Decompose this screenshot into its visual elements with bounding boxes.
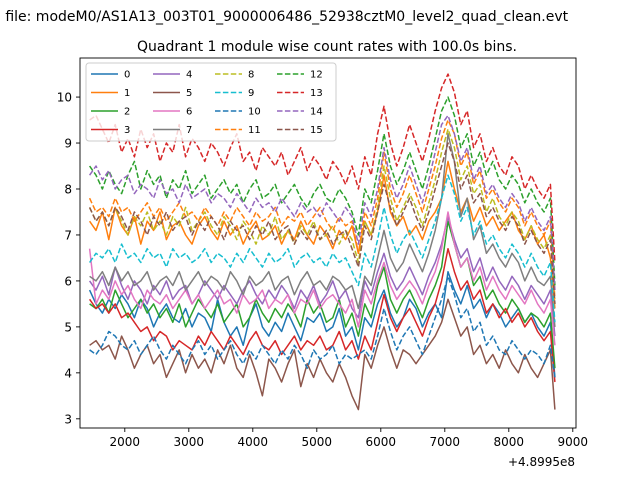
y-tick-label: 3 <box>64 412 72 426</box>
series-line-2 <box>89 220 556 369</box>
y-tick-label: 10 <box>57 91 72 105</box>
series-line-8 <box>88 128 556 304</box>
series-line-10 <box>89 275 556 378</box>
legend-label-8: 8 <box>248 70 254 81</box>
legend-label-12: 12 <box>310 70 323 81</box>
legend-label-7: 7 <box>186 125 192 136</box>
chart-title: Quadrant 1 module wise count rates with … <box>137 39 517 55</box>
suptitle: n file: modeM0/AS1A13_003T01_9000006486_… <box>0 9 569 25</box>
legend-label-14: 14 <box>310 107 323 118</box>
x-offset-label: +4.8995e8 <box>508 455 575 469</box>
legend-label-3: 3 <box>124 125 130 136</box>
series-line-12 <box>88 96 556 286</box>
x-tick-label: 6000 <box>366 435 397 449</box>
series-line-13 <box>89 73 556 263</box>
x-tick-label: 5000 <box>302 435 333 449</box>
series-line-5 <box>89 298 556 411</box>
series-line-0 <box>88 270 556 378</box>
legend-label-9: 9 <box>248 88 254 99</box>
series-line-3 <box>88 247 556 383</box>
x-tick-label: 2000 <box>110 435 141 449</box>
y-tick-label: 8 <box>64 182 72 196</box>
series-line-1 <box>88 160 556 309</box>
series-line-7 <box>89 133 556 327</box>
x-tick-label: 3000 <box>174 435 205 449</box>
legend-label-15: 15 <box>310 125 323 136</box>
series-line-14 <box>88 114 556 291</box>
legend-label-13: 13 <box>310 88 323 99</box>
y-tick-label: 6 <box>64 274 72 288</box>
legend-label-1: 1 <box>124 88 130 99</box>
x-tick-label: 8000 <box>494 435 525 449</box>
legend-label-5: 5 <box>186 88 192 99</box>
legend-frame <box>85 62 337 142</box>
y-tick-label: 5 <box>64 320 72 334</box>
plot-frame <box>79 57 577 429</box>
axes-layer: 2000 3000 4000 5000 6000 7000 8000 9000 3 4 5 6 7 8 9 1… <box>57 91 588 449</box>
x-tick-label: 9000 <box>558 435 589 449</box>
series-line-6 <box>88 211 556 346</box>
x-tick-label: 7000 <box>430 435 461 449</box>
legend-label-0: 0 <box>124 70 130 81</box>
legend-label-2: 2 <box>124 107 130 118</box>
y-tick-label: 9 <box>64 137 72 151</box>
legend-label-4: 4 <box>186 70 192 81</box>
series-line-15 <box>88 142 556 304</box>
legend-label-10: 10 <box>248 107 261 118</box>
y-tick-label: 7 <box>64 228 72 242</box>
x-tick-label: 4000 <box>238 435 269 449</box>
series-line-9 <box>88 174 556 323</box>
series-layer <box>88 73 556 411</box>
series-line-4 <box>88 215 556 337</box>
series-line-11 <box>88 119 556 300</box>
legend-label-11: 11 <box>248 125 261 136</box>
legend-label-6: 6 <box>186 107 192 118</box>
y-tick-label: 4 <box>64 366 72 380</box>
